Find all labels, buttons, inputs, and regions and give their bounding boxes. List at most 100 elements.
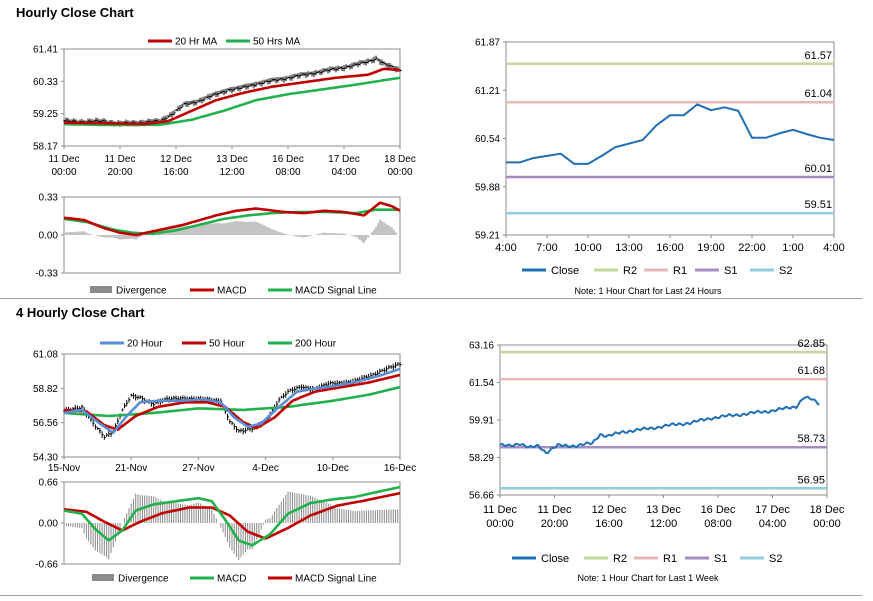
four-hourly-xtick-label: 10-Dec <box>317 463 349 474</box>
four_hourly_macd-ytick-label: 0.66 <box>39 478 59 489</box>
level-label-s2: 56.95 <box>797 474 825 486</box>
hourly_price-ytick-label: 59.25 <box>33 109 58 120</box>
four-hourly-legend-0-label: 20 Hour <box>127 339 163 350</box>
four-hourly-section-title: 4 Hourly Close Chart <box>16 305 145 320</box>
four-hourly-xtick-label: 15-Nov <box>48 463 80 474</box>
hourly-legend-0-label: 20 Hr MA <box>175 37 218 48</box>
four-hourly-levels-xtick-time: 12:00 <box>650 518 678 530</box>
hourly-xtick-date: 11 Dec <box>49 154 80 165</box>
hourly_price-ytick-label: 58.17 <box>33 142 58 153</box>
four-hourly-levels-xtick-time: 16:00 <box>595 518 623 530</box>
level-label-r2: 62.85 <box>797 338 825 350</box>
hourly-levels-xtick-label: 10:00 <box>574 242 602 254</box>
legend-r2-label: R2 <box>623 265 637 277</box>
hourly-levels-xtick-label: 16:00 <box>656 242 684 254</box>
hourly-xtick-time: 00:00 <box>387 167 412 178</box>
hourly-macd-legend-divergence-swatch <box>90 286 112 293</box>
hourly-levels-xtick-label: 4:00 <box>495 242 516 254</box>
hourly-xtick-date: 18 Dec <box>384 154 416 165</box>
four-hourly-macd-legend-signal-label: MACD Signal Line <box>295 574 377 585</box>
hourly-macd-legend-macd-label: MACD <box>217 286 246 297</box>
four-hourly-xtick-label: 16-Dec <box>384 463 416 474</box>
four_hourly_price-ytick-label: 58.82 <box>33 384 58 395</box>
legend-close-label: Close <box>551 265 579 277</box>
hourly_macd-ytick-label: 0.33 <box>39 193 59 204</box>
four_hourly_levels-ytick-label: 56.66 <box>469 491 494 502</box>
hourly_levels-frame <box>505 41 835 236</box>
hourly_macd-ytick-label: 0.00 <box>39 231 59 242</box>
four-hourly-legend-2-label: 200 Hour <box>295 339 337 350</box>
hourly_price-bars <box>63 55 402 127</box>
hourly_macd-ytick-label: -0.33 <box>35 269 58 280</box>
hourly-macd-legend-signal-label: MACD Signal Line <box>295 286 377 297</box>
ma50-line <box>63 76 401 127</box>
hourly_levels-ytick-label: 59.88 <box>475 182 500 193</box>
hourly-xtick-time: 00:00 <box>51 167 76 178</box>
hourly-levels-xtick-label: 13:00 <box>615 242 643 254</box>
macd-line <box>63 485 401 547</box>
four_hourly_macd-ytick-label: -0.66 <box>35 560 58 571</box>
legend-close-label: Close <box>541 553 569 565</box>
level-label-r1: 61.68 <box>797 365 825 377</box>
hourly-levels-xtick-label: 19:00 <box>697 242 725 254</box>
four_hourly_levels-ytick-label: 61.54 <box>469 378 494 389</box>
four-hourly-levels-xtick-time: 04:00 <box>759 518 787 530</box>
legend-r1-label: R1 <box>663 553 677 565</box>
four-hourly-macd-legend-divergence-swatch <box>92 574 114 581</box>
hourly-xtick-date: 12 Dec <box>160 154 192 165</box>
bottom-rule <box>0 595 862 596</box>
legend-s1-label: S1 <box>724 265 737 277</box>
hourly_levels-note: Note: 1 Hour Chart for Last 24 Hours <box>574 286 722 296</box>
four-hourly-xtick-label: 27-Nov <box>182 463 214 474</box>
legend-r1-label: R1 <box>673 265 687 277</box>
hourly_price-ytick-label: 60.33 <box>33 77 58 88</box>
four_hourly_levels-ytick-label: 63.16 <box>469 341 494 352</box>
hourly-levels-xtick-label: 7:00 <box>536 242 557 254</box>
four-hourly-xtick-label: 21-Nov <box>115 463 147 474</box>
four-hourly-levels-xtick-date: 13 Dec <box>646 504 681 516</box>
level-label-s1: 58.73 <box>797 433 825 445</box>
four-hourly-macd-legend-macd-label: MACD <box>217 574 246 585</box>
ma50-line <box>63 373 401 431</box>
hourly-xtick-time: 04:00 <box>331 167 356 178</box>
hourly_levels-ytick-label: 61.87 <box>475 38 500 49</box>
level-label-r2: 61.57 <box>804 50 832 62</box>
legend-s2-label: S2 <box>779 265 792 277</box>
four-hourly-xtick-label: 4-Dec <box>252 463 279 474</box>
hourly_price-frame <box>63 48 401 147</box>
hourly-xtick-time: 12:00 <box>219 167 244 178</box>
close-line <box>506 103 835 165</box>
level-label-s1: 60.01 <box>804 163 832 175</box>
four_hourly_price-ytick-label: 56.56 <box>33 418 58 429</box>
four-hourly-levels-xtick-date: 18 Dec <box>810 504 845 516</box>
hourly-xtick-time: 20:00 <box>107 167 132 178</box>
four-hourly-legend-1-label: 50 Hour <box>209 339 245 350</box>
four_hourly_price-ytick-label: 61.08 <box>33 350 58 361</box>
ma20-line <box>63 367 401 434</box>
level-label-s2: 59.51 <box>804 199 832 211</box>
close-line <box>499 395 820 455</box>
four_hourly_levels-ytick-label: 58.29 <box>469 453 494 464</box>
hourly-xtick-time: 08:00 <box>275 167 300 178</box>
macd-signal-line <box>63 491 401 540</box>
hourly-levels-xtick-label: 1:00 <box>782 242 803 254</box>
four-hourly-levels-xtick-date: 12 Dec <box>592 504 627 516</box>
hourly-xtick-time: 16:00 <box>163 167 188 178</box>
hourly-xtick-date: 13 Dec <box>216 154 248 165</box>
hourly-section-title: Hourly Close Chart <box>16 5 134 20</box>
hourly_levels-ytick-label: 59.21 <box>475 231 500 242</box>
hourly_levels-ytick-label: 61.21 <box>475 86 500 97</box>
four_hourly_price-frame <box>63 353 401 458</box>
hourly-xtick-date: 17 Dec <box>328 154 360 165</box>
section-divider <box>0 298 862 299</box>
hourly-xtick-date: 16 Dec <box>272 154 304 165</box>
hourly-xtick-date: 11 Dec <box>105 154 136 165</box>
ma200-line <box>63 385 401 418</box>
four-hourly-levels-xtick-time: 00:00 <box>486 518 514 530</box>
hourly-legend-1-label: 50 Hrs MA <box>253 37 301 48</box>
four-hourly-levels-xtick-date: 17 Dec <box>755 504 790 516</box>
hourly-levels-xtick-label: 22:00 <box>738 242 766 254</box>
legend-s2-label: S2 <box>769 553 782 565</box>
level-label-r1: 61.04 <box>804 88 832 100</box>
